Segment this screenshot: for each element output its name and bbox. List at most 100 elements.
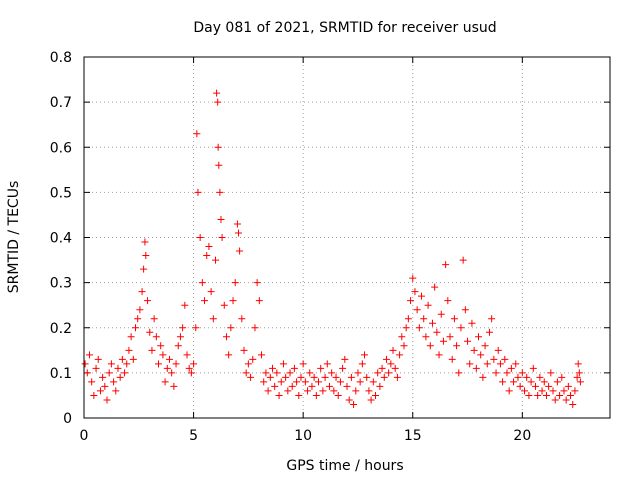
data-point xyxy=(297,373,305,381)
data-point xyxy=(304,387,312,395)
chart-title: Day 081 of 2021, SRMTID for receiver usu… xyxy=(193,20,496,36)
data-point xyxy=(146,328,154,336)
data-point xyxy=(114,364,122,372)
data-point xyxy=(99,373,107,381)
data-point xyxy=(534,391,542,399)
data-point xyxy=(155,360,163,368)
data-point xyxy=(409,274,417,282)
data-point xyxy=(356,378,364,386)
data-point xyxy=(260,378,268,386)
x-tick-label: 0 xyxy=(80,428,89,444)
data-point xyxy=(350,400,358,408)
data-point xyxy=(418,292,426,300)
data-point xyxy=(518,369,526,377)
data-point xyxy=(536,373,544,381)
x-tick-label: 20 xyxy=(513,428,531,444)
data-point xyxy=(125,346,133,354)
data-point xyxy=(301,378,309,386)
data-point xyxy=(481,342,489,350)
data-point xyxy=(306,369,314,377)
data-point xyxy=(564,382,572,390)
data-point xyxy=(371,391,379,399)
data-point xyxy=(123,360,131,368)
data-point xyxy=(83,369,91,377)
data-point xyxy=(365,387,373,395)
data-point xyxy=(426,342,434,350)
data-point xyxy=(315,378,323,386)
data-point xyxy=(428,319,436,327)
data-point xyxy=(317,364,325,372)
data-point xyxy=(225,351,233,359)
data-point xyxy=(308,382,316,390)
data-point xyxy=(134,315,142,323)
data-point xyxy=(404,315,412,323)
data-point xyxy=(183,351,191,359)
y-tick-label: 0.3 xyxy=(50,276,72,292)
data-point xyxy=(279,360,287,368)
data-point xyxy=(217,215,225,223)
data-point xyxy=(413,306,421,314)
data-point xyxy=(227,324,235,332)
data-point xyxy=(203,252,211,260)
data-point xyxy=(525,391,533,399)
data-point xyxy=(540,378,548,386)
data-point xyxy=(193,130,201,138)
data-point xyxy=(127,333,135,341)
data-point xyxy=(323,360,331,368)
data-point xyxy=(361,351,369,359)
data-point xyxy=(503,369,511,377)
x-tick-label: 5 xyxy=(189,428,198,444)
data-point xyxy=(215,161,223,169)
data-point xyxy=(459,256,467,264)
data-point xyxy=(198,279,206,287)
data-point xyxy=(293,378,301,386)
data-point xyxy=(129,355,137,363)
data-point xyxy=(398,333,406,341)
data-point xyxy=(363,373,371,381)
data-point xyxy=(558,373,566,381)
data-point xyxy=(507,364,515,372)
data-point xyxy=(299,360,307,368)
data-point xyxy=(288,382,296,390)
x-axis-label: GPS time / hours xyxy=(286,458,403,474)
data-point xyxy=(190,360,198,368)
data-point xyxy=(258,351,266,359)
data-point xyxy=(448,355,456,363)
data-point xyxy=(556,391,564,399)
data-point xyxy=(96,387,104,395)
data-point xyxy=(433,328,441,336)
data-point xyxy=(477,351,485,359)
data-point xyxy=(277,378,285,386)
data-point xyxy=(222,333,230,341)
data-point xyxy=(407,297,415,305)
data-point xyxy=(516,382,524,390)
data-point xyxy=(163,364,171,372)
data-point xyxy=(216,188,224,196)
data-point xyxy=(411,288,419,296)
data-point xyxy=(319,387,327,395)
data-point xyxy=(255,297,263,305)
data-point xyxy=(549,387,557,395)
data-point xyxy=(464,337,472,345)
data-point xyxy=(352,387,360,395)
data-point xyxy=(455,369,463,377)
data-point xyxy=(339,364,347,372)
data-point xyxy=(521,387,529,395)
data-point xyxy=(389,346,397,354)
data-point xyxy=(112,387,120,395)
data-point xyxy=(567,391,575,399)
data-point xyxy=(336,378,344,386)
data-point xyxy=(231,279,239,287)
plot-frame xyxy=(83,56,611,419)
data-point xyxy=(251,324,259,332)
data-point xyxy=(415,324,423,332)
data-point xyxy=(490,355,498,363)
data-point xyxy=(494,346,502,354)
data-point xyxy=(235,229,243,237)
data-point xyxy=(545,382,553,390)
data-point xyxy=(142,252,150,260)
data-point xyxy=(343,382,351,390)
data-point xyxy=(140,265,148,273)
data-point xyxy=(457,324,465,332)
data-point xyxy=(213,89,221,97)
